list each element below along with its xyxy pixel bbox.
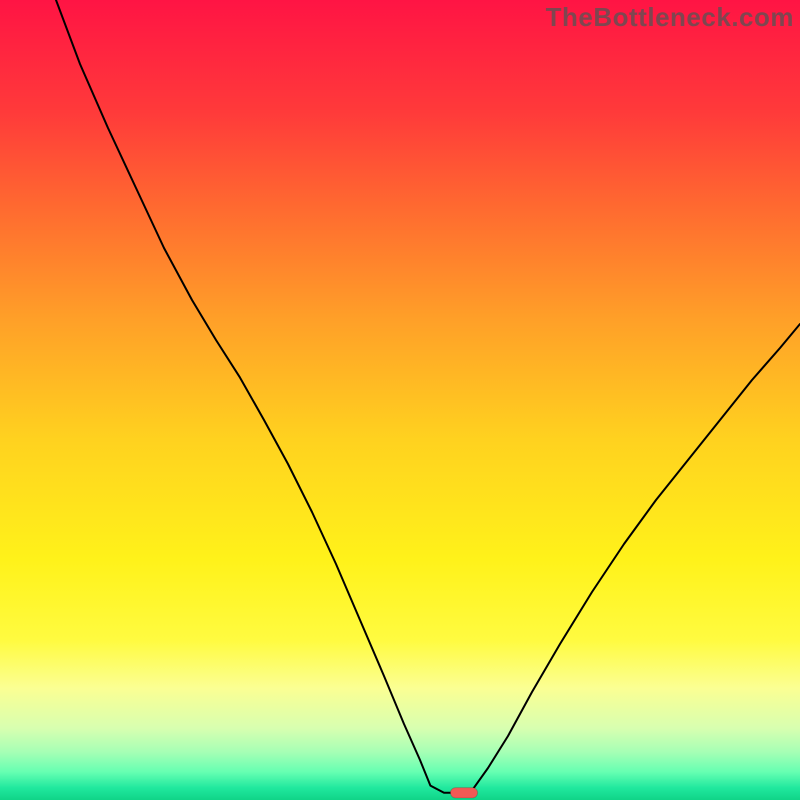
- chart-svg: [0, 0, 800, 800]
- gradient-background: [0, 0, 800, 800]
- optimum-marker: [450, 788, 477, 798]
- chart-container: TheBottleneck.com: [0, 0, 800, 800]
- watermark-text: TheBottleneck.com: [546, 2, 794, 33]
